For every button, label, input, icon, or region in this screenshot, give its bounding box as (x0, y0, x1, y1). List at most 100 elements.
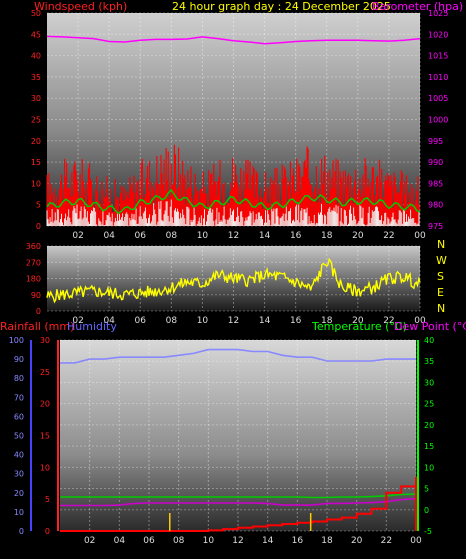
wind-y-tick-label: 25 (31, 116, 41, 125)
x-tick-label: 02 (72, 231, 83, 241)
humidity-y-tick-label: 100 (9, 336, 24, 345)
x-tick-label: 04 (114, 536, 126, 546)
wind-y-tick-label: 45 (31, 30, 41, 39)
wind-y-tick-label: 50 (31, 9, 41, 18)
baro-axis-title: Barometer (hpa) (372, 0, 463, 13)
x-tick-label: 16 (292, 536, 304, 546)
temp-y-tick-label: -5 (424, 527, 432, 536)
baro-y-tick-label: 995 (428, 137, 443, 146)
x-tick-label: 06 (135, 316, 147, 326)
wind-y-tick-label: 40 (31, 52, 41, 61)
humidity-y-tick-label: 90 (14, 355, 24, 364)
x-tick-label: 04 (103, 231, 115, 241)
temp-y-tick-label: 20 (424, 421, 434, 430)
wind-y-tick-label: 20 (31, 137, 41, 146)
humidity-y-tick-label: 70 (14, 393, 24, 402)
compass-n-bottom: N (437, 302, 445, 315)
temp-y-tick-label: 0 (424, 506, 429, 515)
humidity-y-tick-label: 20 (14, 489, 24, 498)
x-tick-label: 00 (410, 536, 422, 546)
humidity-y-tick-label: 80 (14, 374, 24, 383)
wind-y-tick-label: 15 (31, 158, 41, 167)
x-tick-label: 14 (259, 231, 271, 241)
baro-y-tick-label: 1000 (428, 116, 448, 125)
compass-n-top: N (437, 238, 445, 251)
x-tick-label: 16 (290, 231, 302, 241)
rain-y-tick-label: 10 (40, 463, 50, 472)
rain-y-tick-label: 30 (40, 336, 50, 345)
x-tick-label: 04 (103, 316, 115, 326)
temp-y-tick-label: 40 (424, 336, 434, 345)
baro-y-tick-label: 1015 (428, 52, 448, 61)
temp-rain-series (60, 348, 417, 532)
x-tick-label: 08 (166, 316, 178, 326)
temperature-line (60, 493, 417, 499)
humidity-y-tick-label: 40 (14, 451, 24, 460)
x-tick-label: 02 (72, 316, 83, 326)
x-tick-label: 00 (414, 231, 426, 241)
rain-y-tick-label: 15 (40, 432, 50, 441)
wind-baro-series (46, 35, 421, 226)
x-tick-label: 08 (173, 536, 185, 546)
temp-y-tick-label: 5 (424, 485, 429, 494)
humidity-y-tick-label: 10 (14, 508, 24, 517)
rain-y-tick-label: 20 (40, 400, 50, 409)
x-tick-label: 22 (383, 316, 394, 326)
humidity-y-tick-label: 30 (14, 470, 24, 479)
temp-y-tick-label: 30 (424, 378, 434, 387)
direction-y-tick-label: 270 (26, 258, 41, 267)
rain-y-tick-label: 25 (40, 368, 50, 377)
x-tick-label: 12 (232, 536, 243, 546)
wind-y-tick-label: 0 (36, 222, 41, 231)
baro-y-tick-label: 985 (428, 179, 443, 188)
x-tick-label: 12 (228, 231, 239, 241)
x-tick-label: 20 (352, 231, 364, 241)
x-tick-label: 10 (197, 316, 209, 326)
x-tick-label: 18 (321, 231, 333, 241)
wind-y-tick-label: 30 (31, 94, 41, 103)
temp-rain-plot-area (60, 340, 416, 531)
baro-y-tick-label: 1025 (428, 9, 448, 18)
baro-y-tick-label: 975 (428, 222, 443, 231)
humidity-y-tick-label: 50 (14, 432, 24, 441)
x-tick-label: 18 (321, 316, 333, 326)
wind-y-tick-label: 35 (31, 73, 41, 82)
compass-e: E (437, 286, 444, 299)
wind-y-tick-label: 10 (31, 179, 41, 188)
x-tick-label: 02 (84, 536, 95, 546)
compass-s: S (437, 270, 444, 283)
rain-y-tick-label: 0 (45, 527, 50, 536)
wind-y-tick-label: 5 (36, 201, 41, 210)
x-tick-label: 06 (143, 536, 155, 546)
x-tick-label: 08 (166, 231, 178, 241)
x-tick-label: 12 (228, 316, 239, 326)
x-tick-label: 10 (197, 231, 209, 241)
humidity-y-tick-label: 0 (19, 527, 24, 536)
x-tick-label: 14 (259, 316, 271, 326)
x-tick-label: 18 (321, 536, 333, 546)
temp-y-tick-label: 15 (424, 442, 434, 451)
wind-average-line (46, 188, 421, 215)
baro-y-tick-label: 1020 (428, 30, 448, 39)
x-tick-label: 22 (383, 231, 394, 241)
x-tick-label: 22 (381, 536, 392, 546)
humidity-y-tick-label: 60 (14, 412, 24, 421)
direction-y-tick-label: 0 (36, 307, 41, 316)
wind-axis-title: Windspeed (kph) (34, 0, 127, 13)
dew-point-line (60, 497, 417, 507)
rain-axis-title: Rainfall (mm) (0, 320, 74, 333)
barometer-line (46, 35, 421, 45)
wind-direction-series (46, 257, 421, 304)
temp-y-tick-label: 35 (424, 357, 434, 366)
x-tick-label: 14 (262, 536, 274, 546)
humidity-axis-title: Humidity (67, 320, 117, 333)
compass-w: W (436, 254, 447, 267)
direction-y-tick-label: 180 (26, 275, 41, 284)
dew-axis-title: Dew Point (°C) (394, 320, 466, 333)
rain-y-tick-label: 5 (45, 495, 50, 504)
baro-y-tick-label: 980 (428, 201, 443, 210)
direction-y-tick-label: 360 (26, 242, 41, 251)
